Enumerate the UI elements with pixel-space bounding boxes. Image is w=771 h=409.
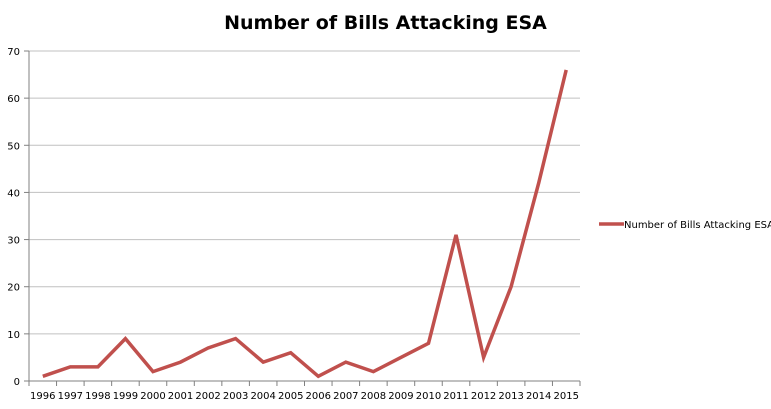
chart-title: Number of Bills Attacking ESA [224, 12, 547, 34]
x-tick-label: 2000 [140, 391, 165, 402]
x-tick-label: 2015 [553, 391, 578, 402]
x-tick-label: 1999 [113, 391, 138, 402]
y-tick-label: 30 [7, 236, 20, 247]
x-tick-label: 2001 [168, 391, 193, 402]
y-tick-label: 70 [7, 47, 20, 58]
y-tick-label: 20 [7, 283, 20, 294]
x-tick-label: 2006 [306, 391, 331, 402]
x-tick-label: 2014 [526, 391, 551, 402]
x-tick-label: 2013 [498, 391, 523, 402]
y-tick-label: 60 [7, 94, 20, 105]
x-tick-label: 2007 [333, 391, 358, 402]
y-tick-label: 10 [7, 330, 20, 341]
y-tick-label: 0 [14, 377, 20, 388]
x-tick-label: 2010 [416, 391, 441, 402]
legend-label: Number of Bills Attacking ESA [624, 220, 771, 231]
x-tick-label: 2011 [443, 391, 468, 402]
x-tick-label: 2003 [223, 391, 248, 402]
series-line [42, 69, 568, 379]
x-tick-label: 2005 [278, 391, 303, 402]
y-tick-label: 40 [7, 188, 20, 199]
x-tick-label: 2012 [471, 391, 496, 402]
x-tick-label: 1997 [58, 391, 83, 402]
x-tick-label: 2009 [388, 391, 413, 402]
x-tick-label: 2004 [250, 391, 275, 402]
y-tick-label: 50 [7, 141, 20, 152]
x-tick-label: 2002 [195, 391, 220, 402]
x-tick-label: 2008 [361, 391, 386, 402]
x-tick-label: 1998 [85, 391, 110, 402]
x-tick-label: 1996 [30, 391, 55, 402]
